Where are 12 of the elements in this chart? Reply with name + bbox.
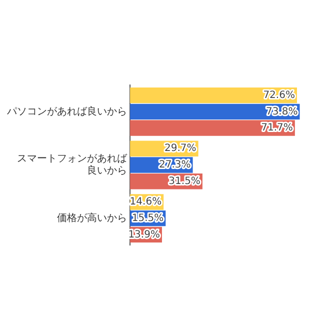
data-label: 73.8% bbox=[266, 106, 298, 118]
data-label: 29.7% bbox=[164, 143, 196, 154]
data-label: 27.3% bbox=[159, 160, 191, 171]
data-label: 31.5% bbox=[168, 176, 200, 187]
y-tick-label: スマートフォンがあれば良いから bbox=[17, 154, 128, 177]
data-label: 72.6% bbox=[263, 90, 295, 101]
y-tick-label: 価格が高いから bbox=[57, 212, 127, 224]
data-label: 71.7% bbox=[261, 122, 293, 134]
data-label: 14.6% bbox=[130, 196, 162, 208]
y-tick-label: パソコンがあれば良いから bbox=[6, 105, 127, 118]
bar bbox=[130, 120, 295, 136]
data-label: 15.5% bbox=[132, 212, 164, 224]
